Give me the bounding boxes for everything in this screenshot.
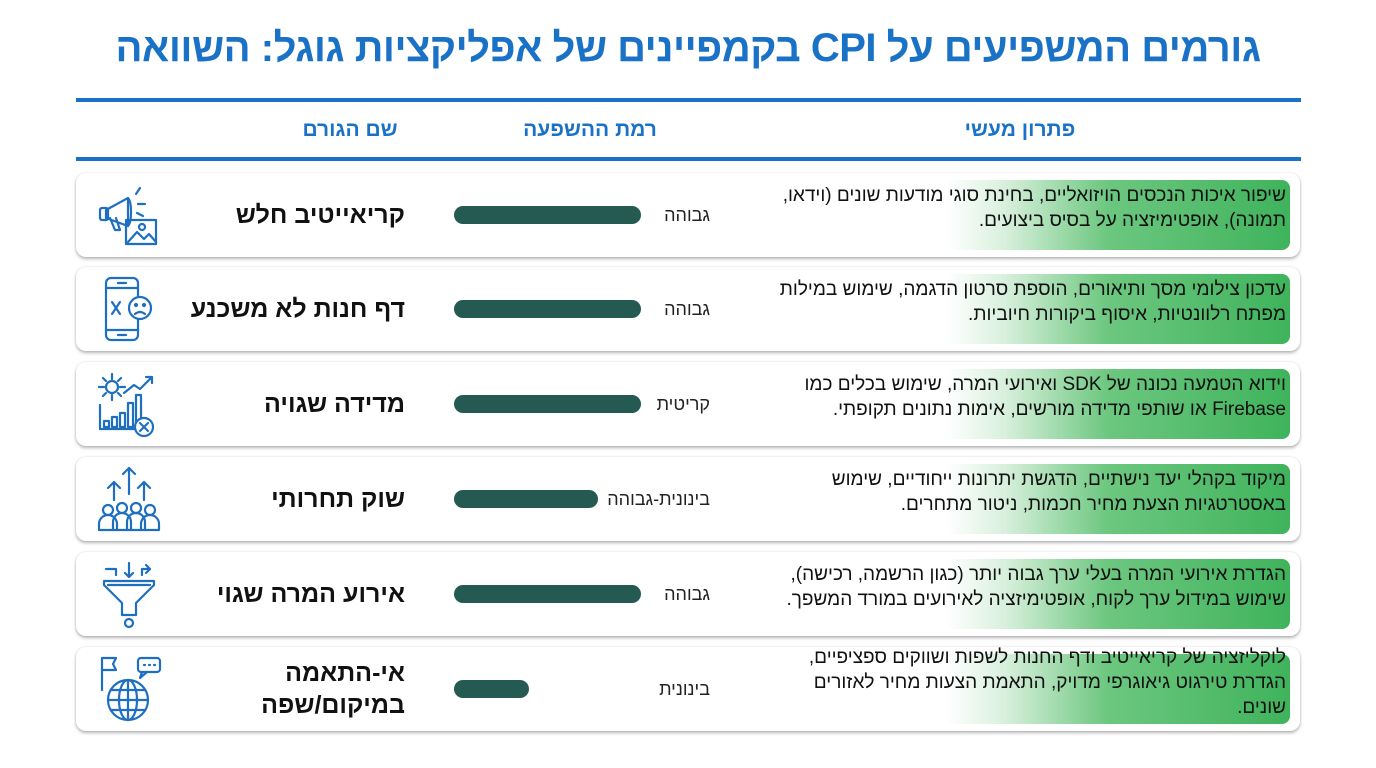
impact-bar <box>454 395 641 413</box>
column-header-factor: שם הגורם <box>302 118 398 141</box>
solution-text: וידוא הטמעה נכונה של SDK ואירועי המרה, ש… <box>804 374 1286 420</box>
factor-row: אירוע המרה שגוי גבוהה הגדרת אירועי המרה … <box>76 552 1300 636</box>
megaphone-image-icon <box>94 180 164 250</box>
solution-text: הגדרת אירועי המרה בעלי ערך גבוה יותר (כג… <box>786 564 1286 610</box>
impact-level: בינונית-גבוהה <box>607 488 710 509</box>
solution-text: שיפור איכות הנכסים הויזואליים, בחינת סוג… <box>782 185 1286 231</box>
factor-row: אי-התאמה במיקום/שפה בינונית לוקליזציה של… <box>76 647 1300 731</box>
impact-level: קריטית <box>656 393 710 414</box>
impact-bar <box>454 680 529 698</box>
solution-text: מיקוד בקהלי יעד נישתיים, הדגשת יתרונות י… <box>831 469 1286 515</box>
impact-level: גבוהה <box>664 204 710 225</box>
impact-bar <box>454 206 641 224</box>
funnel-icon <box>94 559 164 629</box>
column-header-solution: פתרון מעשי <box>964 118 1076 141</box>
factor-name: קריאייטיב חלש <box>235 201 405 229</box>
factor-row: שוק תחרותי בינונית-גבוהה מיקוד בקהלי יעד… <box>76 457 1300 541</box>
header-bottom-divider <box>76 157 1301 161</box>
factor-row: מדידה שגויה קריטית וידוא הטמעה נכונה של … <box>76 362 1300 446</box>
factor-name: שוק תחרותי <box>271 485 405 513</box>
impact-bar <box>454 585 641 603</box>
phone-sad-face-icon <box>94 274 164 344</box>
factor-name: אי-התאמה במיקום/שפה <box>261 659 405 719</box>
factor-name: מדידה שגויה <box>264 390 405 418</box>
impact-level: גבוהה <box>664 298 710 319</box>
factor-row: דף חנות לא משכנע גבוהה עדכון צילומי מסך … <box>76 267 1300 351</box>
solution-highlight <box>770 180 1290 250</box>
factor-name: אירוע המרה שגוי <box>216 580 405 608</box>
factor-row: קריאייטיב חלש גבוהה שיפור איכות הנכסים ה… <box>76 173 1300 257</box>
impact-bar <box>454 490 598 508</box>
impact-bar <box>454 300 641 318</box>
crowd-arrows-icon <box>94 464 164 534</box>
solution-highlight <box>770 559 1290 629</box>
column-header-impact: רמת ההשפעה <box>523 118 657 141</box>
impact-level: גבוהה <box>664 583 710 604</box>
solution-highlight <box>770 654 1290 724</box>
impact-level: בינונית <box>659 678 710 699</box>
gear-chart-error-icon <box>94 369 164 439</box>
solution-text: לוקליזציה של קריאייטיב ודף החנות לשפות ו… <box>808 646 1286 718</box>
solution-text: עדכון צילומי מסך ותיאורים, הוספת סרטון ה… <box>779 279 1286 325</box>
solution-highlight <box>770 464 1290 534</box>
globe-flag-chat-icon <box>94 654 164 724</box>
solution-highlight <box>770 274 1290 344</box>
header-top-divider <box>76 98 1301 102</box>
factor-name: דף חנות לא משכנע <box>190 295 405 323</box>
page-title: גורמים המשפיעים על CPI בקמפיינים של אפלי… <box>115 26 1262 70</box>
solution-highlight <box>770 369 1290 439</box>
